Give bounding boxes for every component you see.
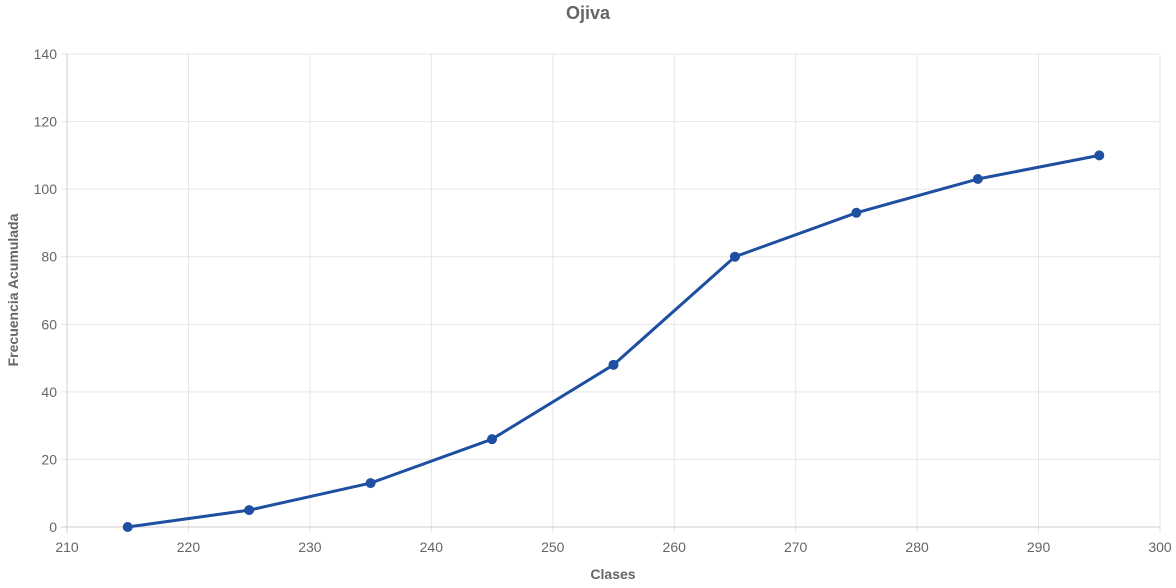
data-point[interactable]	[851, 207, 862, 218]
x-tick-label: 300	[1148, 539, 1172, 555]
data-point[interactable]	[244, 505, 255, 516]
y-tick-label: 60	[41, 316, 57, 332]
y-tick-label: 80	[41, 249, 57, 265]
x-tick-label: 290	[1027, 539, 1051, 555]
y-tick-label: 100	[34, 181, 58, 197]
tick-labels: 210 220 230 240 250 260 270 280 290 300 0 20 40 60 80 1…	[34, 46, 1172, 555]
x-tick-label: 230	[298, 539, 322, 555]
y-tick-label: 20	[41, 451, 57, 467]
data-point[interactable]	[365, 478, 376, 489]
axes	[61, 54, 1160, 533]
x-tick-label: 270	[784, 539, 808, 555]
x-tick-label: 220	[177, 539, 201, 555]
y-axis-title: Frecuencia Acumulada	[5, 213, 21, 366]
x-tick-label: 210	[55, 539, 79, 555]
chart-title: Ojiva	[566, 3, 611, 23]
series-line	[126, 153, 1101, 529]
x-axis-title: Clases	[590, 566, 635, 582]
y-tick-label: 140	[34, 46, 58, 62]
data-point[interactable]	[729, 251, 740, 262]
y-tick-label: 40	[41, 384, 57, 400]
data-point[interactable]	[487, 434, 498, 445]
x-tick-label: 250	[541, 539, 565, 555]
data-point[interactable]	[1094, 150, 1105, 161]
y-tick-label: 0	[49, 519, 57, 535]
x-tick-label: 280	[905, 539, 929, 555]
data-point[interactable]	[608, 359, 619, 370]
y-tick-label: 120	[34, 114, 58, 130]
series-layer	[122, 150, 1105, 532]
x-tick-label: 240	[420, 539, 444, 555]
data-point[interactable]	[122, 522, 133, 532]
grid	[61, 53, 1161, 533]
data-point[interactable]	[972, 174, 983, 185]
x-tick-label: 260	[663, 539, 687, 555]
